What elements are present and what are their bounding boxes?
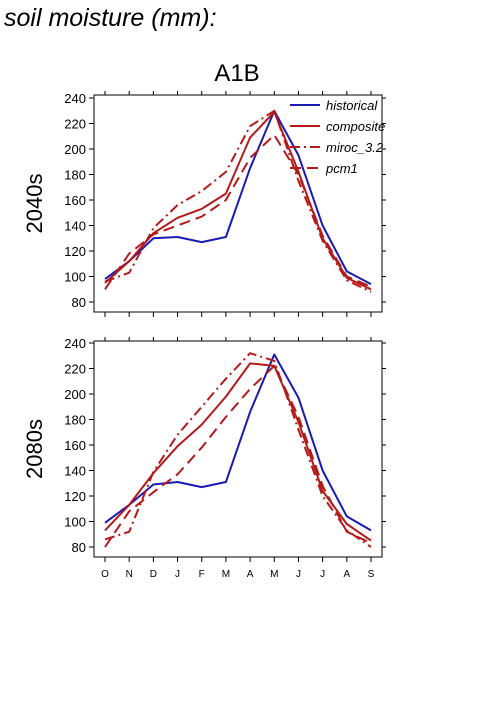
legend-label: pcm1 <box>325 161 358 176</box>
series-line-pcm1 <box>104 134 372 290</box>
y-tick-label: 160 <box>64 193 86 208</box>
x-tick-label: D <box>150 569 157 580</box>
y-tick-label: 160 <box>64 438 86 453</box>
x-tick-label: M <box>270 569 278 580</box>
legend-label: historical <box>326 98 378 113</box>
legend-label: composite <box>326 119 385 134</box>
scenario-title: A1B <box>214 60 259 87</box>
y-tick-label: 240 <box>64 91 86 106</box>
legend-label: miroc_3.2 <box>326 140 384 155</box>
panel-2080s: 80 100 120 140 160 180 200 220 240 O N D J F M A M J J A S 20… <box>22 336 386 580</box>
plot-frame <box>93 94 383 313</box>
series-line-miroc-3-2 <box>104 352 372 548</box>
y-tick-label: 100 <box>64 515 86 530</box>
y-tick-label: 80 <box>72 295 86 310</box>
plot-frame <box>93 340 383 558</box>
y-tick-label: 180 <box>64 168 86 183</box>
x-tick-label: A <box>247 569 254 580</box>
x-tick-label: J <box>296 569 301 580</box>
y-tick-label: 140 <box>64 219 86 234</box>
x-tick-label: J <box>175 569 180 580</box>
y-tick-label: 240 <box>64 336 86 351</box>
figure-title: soil moisture (mm): <box>4 4 217 32</box>
x-tick-label: A <box>343 569 350 580</box>
row-label: 2080s <box>22 419 47 479</box>
y-tick-label: 120 <box>64 489 86 504</box>
y-tick-label: 180 <box>64 413 86 428</box>
panel-2040s: 80 100 120 140 160 180 200 220 240 2040s historica… <box>22 91 386 317</box>
x-tick-label: S <box>368 569 375 580</box>
series-line-composite <box>104 362 372 542</box>
panels-layer: 80 100 120 140 160 180 200 220 240 2040s historica… <box>22 91 386 580</box>
x-tick-label: M <box>222 569 230 580</box>
x-tick-label: N <box>126 569 133 580</box>
y-tick-label: 220 <box>64 362 86 377</box>
series-line-miroc-3-2 <box>104 109 372 293</box>
x-tick-label: O <box>101 569 109 580</box>
x-tick-label: J <box>320 569 325 580</box>
y-tick-label: 100 <box>64 270 86 285</box>
y-tick-label: 200 <box>64 142 86 157</box>
series-line-historical <box>104 353 372 532</box>
x-tick-label: F <box>199 569 205 580</box>
y-tick-label: 140 <box>64 464 86 479</box>
series-line-historical <box>104 109 372 285</box>
series-line-pcm1 <box>104 364 372 548</box>
y-tick-label: 120 <box>64 244 86 259</box>
row-label: 2040s <box>22 174 47 234</box>
y-tick-label: 200 <box>64 387 86 402</box>
y-tick-label: 220 <box>64 117 86 132</box>
y-tick-label: 80 <box>72 540 86 555</box>
